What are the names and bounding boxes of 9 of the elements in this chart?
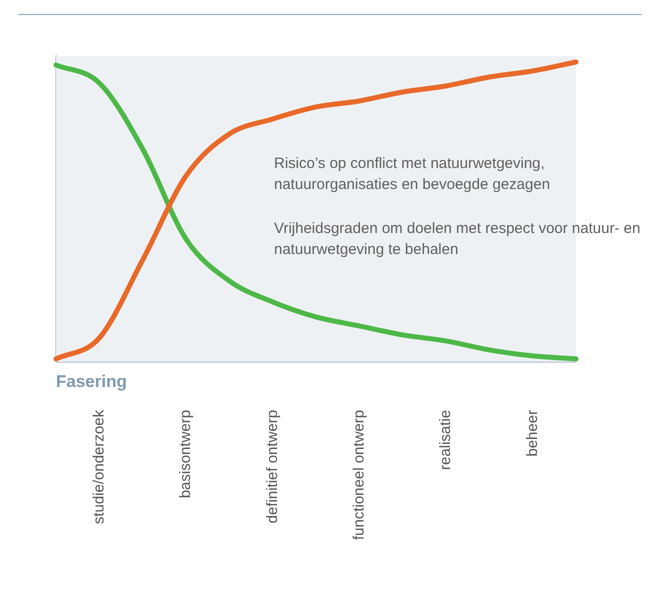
x-tick-label: beheer: [524, 410, 541, 457]
text: Vrijheidsgraden om doelen met respect voor natuur- en natuurwetgeving te behalen: [274, 220, 640, 258]
x-axis-title: Fasering: [56, 372, 127, 392]
x-tick-label: realisatie: [437, 410, 454, 470]
x-tick-label: definitief ontwerp: [264, 410, 281, 524]
x-tick-label: functioneel ontwerp: [350, 410, 368, 540]
text: Risico’s op conflict met natuurwetgeving, natuurorganisaties en bevoegde gezagen: [274, 155, 550, 193]
x-tick-label: studie/onderzoek: [90, 409, 108, 524]
x-tick-label: basisontwerp: [177, 410, 194, 498]
